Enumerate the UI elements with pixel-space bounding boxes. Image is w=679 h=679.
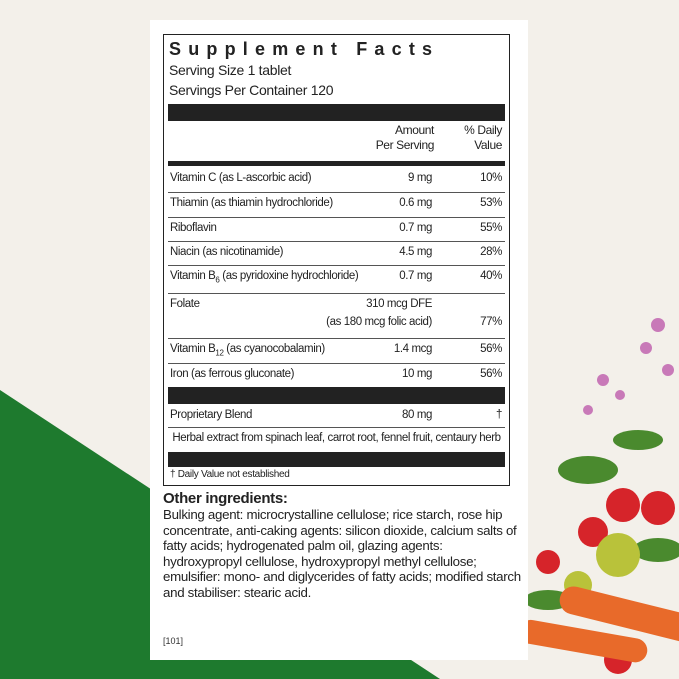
servings-per-container: Servings Per Container 120	[169, 82, 334, 98]
nutrient-row: Riboflavin 0.7 mg 55%	[168, 218, 505, 242]
divider-bar	[168, 387, 505, 404]
product-info-card: Supplement Facts Serving Size 1 tablet S…	[150, 20, 528, 660]
divider-bar	[168, 104, 505, 121]
nutrient-row: Thiamin (as thiamin hydrochloride) 0.6 mg…	[168, 193, 505, 218]
nutrient-row: Vitamin B12 (as cyanocobalamin) 1.4 mcg 56…	[168, 339, 505, 364]
divider-bar	[168, 161, 505, 166]
divider-bar	[168, 452, 505, 467]
nutrient-row: Vitamin C (as L-ascorbic acid) 9 mg 10%	[168, 168, 505, 193]
blend-detail: Herbal extract from spinach leaf, carrot…	[172, 432, 501, 444]
other-ingredients: Other ingredients: Bulking agent: microc…	[163, 490, 523, 600]
nutrient-row: Iron (as ferrous gluconate) 10 mg 56%	[170, 368, 502, 380]
dv-header: % Daily Value	[464, 123, 502, 152]
other-ingredients-text: Bulking agent: microcrystalline cellulos…	[163, 507, 521, 600]
nutrient-row: Folate 310 mcg DFE (as 180 mcg folic acid)…	[168, 294, 505, 339]
vegetables-illustration	[528, 318, 679, 674]
supplement-facts-panel: Supplement Facts Serving Size 1 tablet S…	[163, 34, 510, 486]
nutrient-row: Vitamin B6 (as pyridoxine hydrochloride)…	[168, 266, 505, 294]
amount-header: Amount Per Serving	[375, 123, 435, 152]
product-code: [101]	[163, 636, 184, 646]
blend-row: Proprietary Blend 80 mg †	[168, 405, 505, 428]
nutrient-row: Niacin (as nicotinamide) 4.5 mg 28%	[168, 242, 505, 266]
serving-size: Serving Size 1 tablet	[169, 62, 292, 78]
footnote: † Daily Value not established	[170, 469, 290, 480]
other-ingredients-heading: Other ingredients:	[163, 490, 288, 507]
panel-title: Supplement Facts	[169, 39, 440, 59]
